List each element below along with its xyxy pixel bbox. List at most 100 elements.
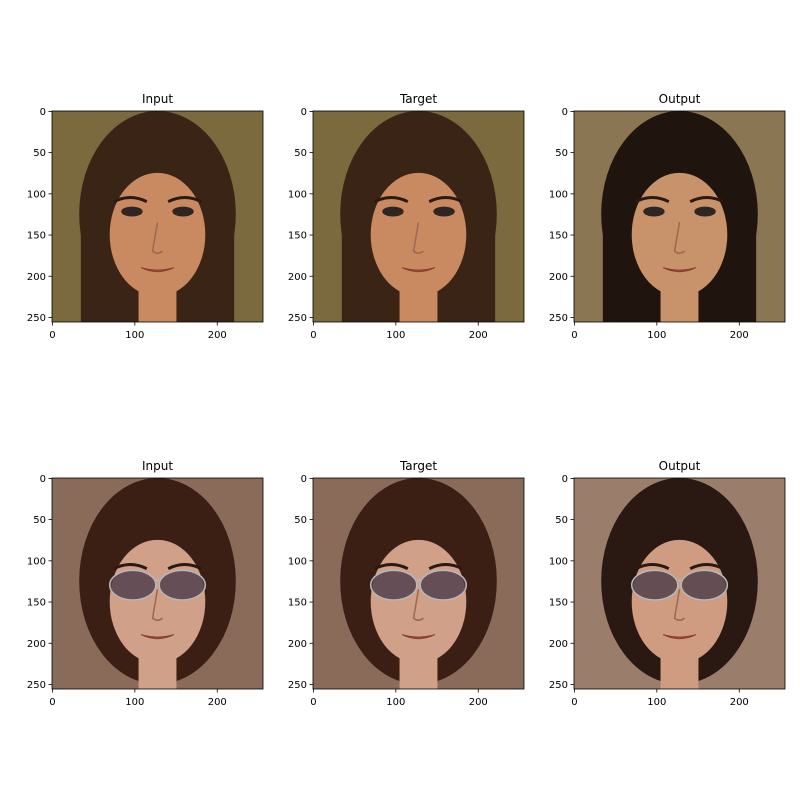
photo-image	[52, 478, 263, 689]
y-tick-label: 50	[555, 515, 568, 526]
y-tick-label: 150	[549, 598, 568, 609]
panel-title: Output	[659, 92, 701, 106]
x-tick-label: 0	[571, 330, 577, 341]
y-tick-label: 250	[288, 313, 307, 324]
axes-frame	[312, 477, 525, 690]
y-tick-label: 200	[549, 272, 568, 283]
y-tick-label: 200	[288, 272, 307, 283]
right-eye	[433, 206, 455, 217]
x-tick-label: 200	[730, 697, 749, 708]
y-tick-label: 200	[27, 272, 46, 283]
nose	[412, 589, 424, 621]
left-brow	[374, 196, 409, 204]
nose	[151, 222, 163, 254]
y-tick-label: 250	[549, 313, 568, 324]
mouth	[662, 634, 697, 640]
x-tick-label: 100	[386, 330, 405, 341]
left-brow	[635, 563, 670, 571]
y-tick-label: 0	[40, 107, 46, 118]
mouth	[140, 634, 175, 640]
axes-frame	[573, 477, 786, 690]
nose	[412, 222, 424, 254]
axes-frame	[573, 110, 786, 323]
left-eye	[382, 206, 404, 217]
left-brow	[113, 196, 148, 204]
y-tick-label: 100	[288, 189, 307, 200]
mouth	[662, 267, 697, 273]
y-tick-label: 0	[562, 474, 568, 485]
photo-image	[574, 111, 785, 322]
x-tick-label: 200	[730, 330, 749, 341]
x-tick-label: 0	[310, 330, 316, 341]
y-tick-label: 250	[288, 680, 307, 691]
photo-image	[313, 111, 524, 322]
x-tick-label: 0	[49, 330, 55, 341]
y-tick-label: 0	[301, 474, 307, 485]
y-tick-label: 100	[27, 189, 46, 200]
y-tick-label: 50	[33, 148, 46, 159]
left-lens	[630, 569, 679, 601]
mouth	[401, 634, 436, 640]
y-tick-label: 200	[549, 639, 568, 650]
x-tick-label: 100	[125, 697, 144, 708]
left-lens	[369, 569, 418, 601]
right-brow	[689, 563, 724, 571]
right-lens	[158, 569, 207, 601]
left-brow	[374, 563, 409, 571]
x-tick-label: 100	[125, 330, 144, 341]
axes-frame	[51, 110, 264, 323]
y-tick-label: 50	[294, 515, 307, 526]
face	[631, 539, 728, 664]
y-tick-label: 50	[294, 148, 307, 159]
nose	[673, 589, 685, 621]
y-tick-label: 150	[288, 598, 307, 609]
right-brow	[689, 196, 724, 204]
y-tick-label: 100	[549, 189, 568, 200]
y-tick-label: 250	[549, 680, 568, 691]
y-tick-label: 0	[40, 474, 46, 485]
panel-title: Output	[659, 459, 701, 473]
x-tick-label: 200	[208, 330, 227, 341]
panel-title: Target	[399, 459, 437, 473]
panel-title: Input	[142, 92, 173, 106]
photo-image	[313, 478, 524, 689]
mouth	[401, 267, 436, 273]
photo-image	[52, 111, 263, 322]
y-tick-label: 250	[27, 313, 46, 324]
axes-frame	[312, 110, 525, 323]
x-tick-label: 0	[571, 697, 577, 708]
face	[370, 539, 467, 664]
right-brow	[167, 563, 202, 571]
panel-title: Input	[142, 459, 173, 473]
left-brow	[113, 563, 148, 571]
right-lens	[680, 569, 729, 601]
right-brow	[428, 563, 463, 571]
y-tick-label: 150	[27, 598, 46, 609]
nose	[151, 589, 163, 621]
y-tick-label: 0	[562, 107, 568, 118]
y-tick-label: 150	[288, 231, 307, 242]
y-tick-label: 150	[549, 231, 568, 242]
left-eye	[121, 206, 143, 217]
right-lens	[419, 569, 468, 601]
x-tick-label: 200	[469, 697, 488, 708]
y-tick-label: 0	[301, 107, 307, 118]
y-tick-label: 250	[27, 680, 46, 691]
y-tick-label: 200	[27, 639, 46, 650]
face	[370, 172, 467, 297]
photo-image	[574, 478, 785, 689]
x-tick-label: 100	[386, 697, 405, 708]
right-brow	[167, 196, 202, 204]
panel-title: Target	[399, 92, 437, 106]
mouth	[140, 267, 175, 273]
y-tick-label: 100	[288, 556, 307, 567]
x-tick-label: 200	[469, 330, 488, 341]
left-eye	[643, 206, 665, 217]
y-tick-label: 100	[549, 556, 568, 567]
axes-frame	[51, 477, 264, 690]
